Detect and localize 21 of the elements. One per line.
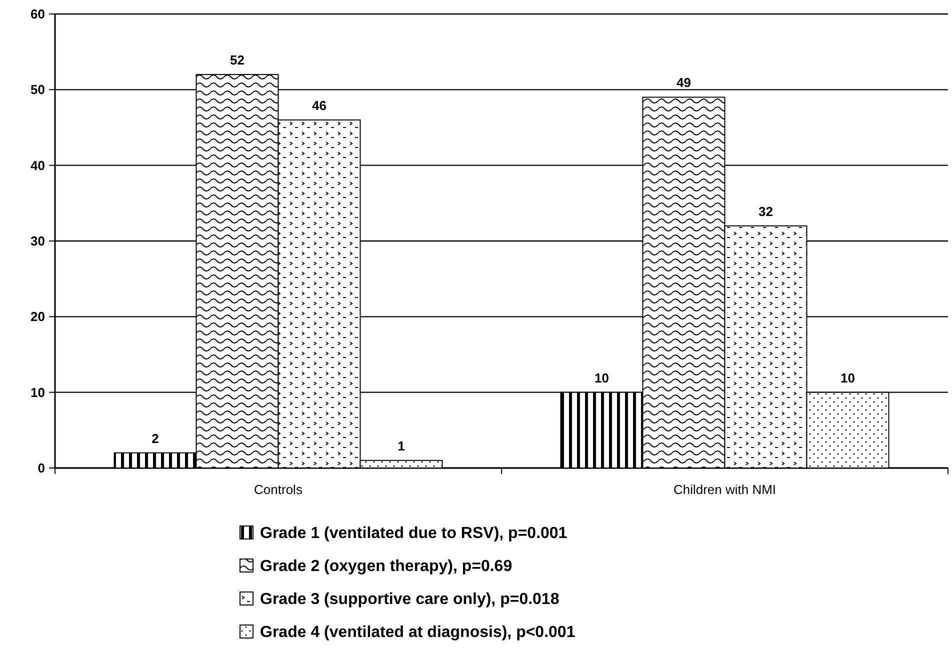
x-tick-label: Children with NMI: [673, 482, 776, 497]
legend-label: Grade 1 (ventilated due to RSV), p=0.001: [260, 525, 568, 542]
data-label: 10: [594, 370, 609, 386]
data-label: 52: [230, 52, 244, 68]
y-tick-label: 60: [30, 6, 45, 22]
y-tick-label: 50: [30, 82, 45, 98]
y-tick-label: 30: [30, 234, 45, 249]
legend-label: Grade 2 (oxygen therapy), p=0.69: [260, 558, 512, 575]
legend-label: Grade 3 (supportive care only), p=0.018: [260, 591, 560, 608]
data-label: 1: [398, 438, 405, 454]
data-label: 2: [152, 430, 159, 446]
data-label: 49: [676, 75, 691, 90]
y-tick-label: 40: [30, 158, 45, 173]
y-tick-label: 0: [38, 460, 45, 476]
data-label: 32: [758, 204, 773, 219]
y-tick-label: 20: [30, 309, 45, 324]
y-tick-label: 10: [30, 384, 45, 400]
data-label: 46: [312, 98, 326, 113]
data-label: 10: [840, 370, 855, 386]
x-tick-label: Controls: [254, 482, 303, 497]
legend-label: Grade 4 (ventilated at diagnosis), p<0.001: [260, 624, 576, 641]
